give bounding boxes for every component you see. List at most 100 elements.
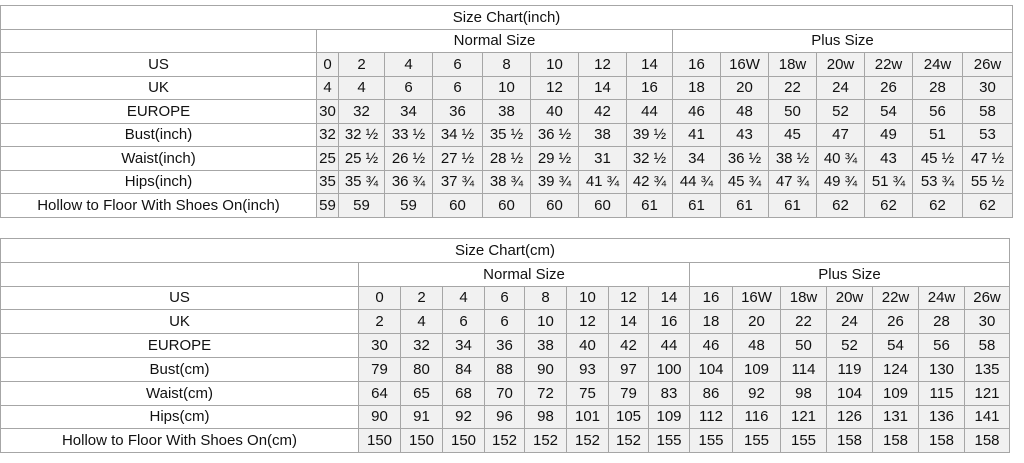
- size-cell: 119: [826, 356, 873, 382]
- size-cell: 65: [400, 380, 443, 406]
- size-cell: 37 ¾: [432, 169, 483, 194]
- size-cell: 16W: [732, 285, 781, 311]
- size-cell: 100: [648, 356, 690, 382]
- size-cell: 75: [566, 380, 609, 406]
- size-cell: 46: [689, 333, 733, 358]
- size-cell: 20w: [826, 285, 873, 311]
- size-cell: 135: [963, 356, 1011, 382]
- header-blank-cell: [0, 28, 317, 53]
- size-cell: 14: [626, 52, 673, 77]
- size-cell: 58: [963, 333, 1011, 358]
- size-cell: 45: [768, 122, 817, 147]
- size-cell: 36 ¾: [384, 169, 433, 194]
- size-cell: 92: [442, 404, 485, 430]
- size-cell: 28: [912, 75, 963, 100]
- size-cell: 16W: [720, 52, 769, 77]
- size-cell: 26w: [961, 52, 1014, 77]
- plus-size-header: Plus Size: [688, 261, 1011, 287]
- size-cell: 50: [768, 99, 817, 124]
- size-cell: 60: [432, 193, 483, 218]
- size-cell: 39 ¾: [530, 169, 579, 194]
- size-cell: 47 ¾: [768, 169, 817, 194]
- size-cell: 53: [961, 122, 1014, 147]
- size-cell: 152: [484, 428, 525, 454]
- row-label: EUROPE: [0, 99, 317, 124]
- size-cell: 35 ¾: [338, 169, 385, 194]
- size-cell: 55 ½: [961, 169, 1014, 194]
- size-chart-inch-table: Size Chart(inch) Normal Size Plus Size US 0 2…: [0, 5, 1014, 218]
- size-cell: 24w: [918, 285, 965, 311]
- row-label: Hollow to Floor With Shoes On(cm): [0, 428, 359, 454]
- table-row: Hips(inch) 35 35 ¾ 36 ¾ 37 ¾ 38 ¾ 39 ¾ 41 ¾ 42 ¾…: [0, 169, 1014, 194]
- size-cell: 109: [648, 404, 690, 430]
- size-cell: 8: [524, 285, 567, 311]
- size-cell: 2: [338, 52, 385, 77]
- size-cell: 30: [963, 309, 1011, 335]
- size-cell: 49 ¾: [816, 169, 865, 194]
- size-cell: 16: [626, 75, 673, 100]
- size-cell: 61: [626, 193, 673, 218]
- size-cell: 42: [608, 333, 649, 358]
- size-cell: 115: [918, 380, 965, 406]
- title-row: Size Chart(inch): [0, 5, 1014, 30]
- size-cell: 36: [484, 333, 525, 358]
- size-cell: 101: [566, 404, 609, 430]
- size-cell: 36 ½: [530, 122, 579, 147]
- size-cell: 79: [608, 380, 649, 406]
- size-cell: 97: [608, 356, 649, 382]
- size-cell: 155: [732, 428, 781, 454]
- normal-size-header: Normal Size: [316, 28, 673, 53]
- size-cell: 56: [912, 99, 963, 124]
- size-cell: 34: [442, 333, 485, 358]
- size-cell: 62: [961, 193, 1014, 218]
- size-cell: 136: [918, 404, 965, 430]
- size-cell: 10: [530, 52, 579, 77]
- size-cell: 26: [872, 309, 919, 335]
- size-cell: 45 ½: [912, 146, 963, 171]
- table-row: US 0 2 4 6 8 10 12 14 16 16W 18w 20w 22w 24w 26w: [0, 52, 1014, 77]
- size-cell: 10: [524, 309, 567, 335]
- size-cell: 38 ¾: [482, 169, 531, 194]
- size-cell: 32: [400, 333, 443, 358]
- size-cell: 42: [578, 99, 627, 124]
- size-cell: 39 ½: [626, 122, 673, 147]
- row-label: Bust(inch): [0, 122, 317, 147]
- size-cell: 126: [826, 404, 873, 430]
- size-cell: 44: [626, 99, 673, 124]
- size-cell: 88: [484, 356, 525, 382]
- size-cell: 30: [961, 75, 1014, 100]
- size-cell: 22: [780, 309, 827, 335]
- table-row: UK 4 4 6 6 10 12 14 16 18 20 22 24 26 28 30: [0, 75, 1014, 100]
- size-cell: 114: [780, 356, 827, 382]
- size-cell: 49: [864, 122, 913, 147]
- size-cell: 112: [689, 404, 733, 430]
- size-cell: 155: [648, 428, 690, 454]
- size-cell: 40: [530, 99, 579, 124]
- size-cell: 155: [780, 428, 827, 454]
- row-label: UK: [0, 309, 359, 335]
- size-cell: 16: [648, 309, 690, 335]
- size-cell: 12: [530, 75, 579, 100]
- row-label: EUROPE: [0, 333, 359, 358]
- size-cell: 98: [780, 380, 827, 406]
- size-cell: 124: [872, 356, 919, 382]
- size-cell: 44: [648, 333, 690, 358]
- size-cell: 158: [963, 428, 1011, 454]
- size-cell: 34 ½: [432, 122, 483, 147]
- size-cell: 16: [672, 52, 721, 77]
- size-cell: 32: [316, 122, 339, 147]
- size-cell: 0: [316, 52, 339, 77]
- size-cell: 18: [689, 309, 733, 335]
- size-cell: 35: [316, 169, 339, 194]
- size-cell: 4: [384, 52, 433, 77]
- size-cell: 93: [566, 356, 609, 382]
- size-cell: 60: [578, 193, 627, 218]
- size-cell: 28 ½: [482, 146, 531, 171]
- size-cell: 61: [672, 193, 721, 218]
- size-cell: 38: [524, 333, 567, 358]
- size-cell: 41 ¾: [578, 169, 627, 194]
- size-cell: 29 ½: [530, 146, 579, 171]
- size-cell: 91: [400, 404, 443, 430]
- size-cell: 84: [442, 356, 485, 382]
- row-label: US: [0, 285, 359, 311]
